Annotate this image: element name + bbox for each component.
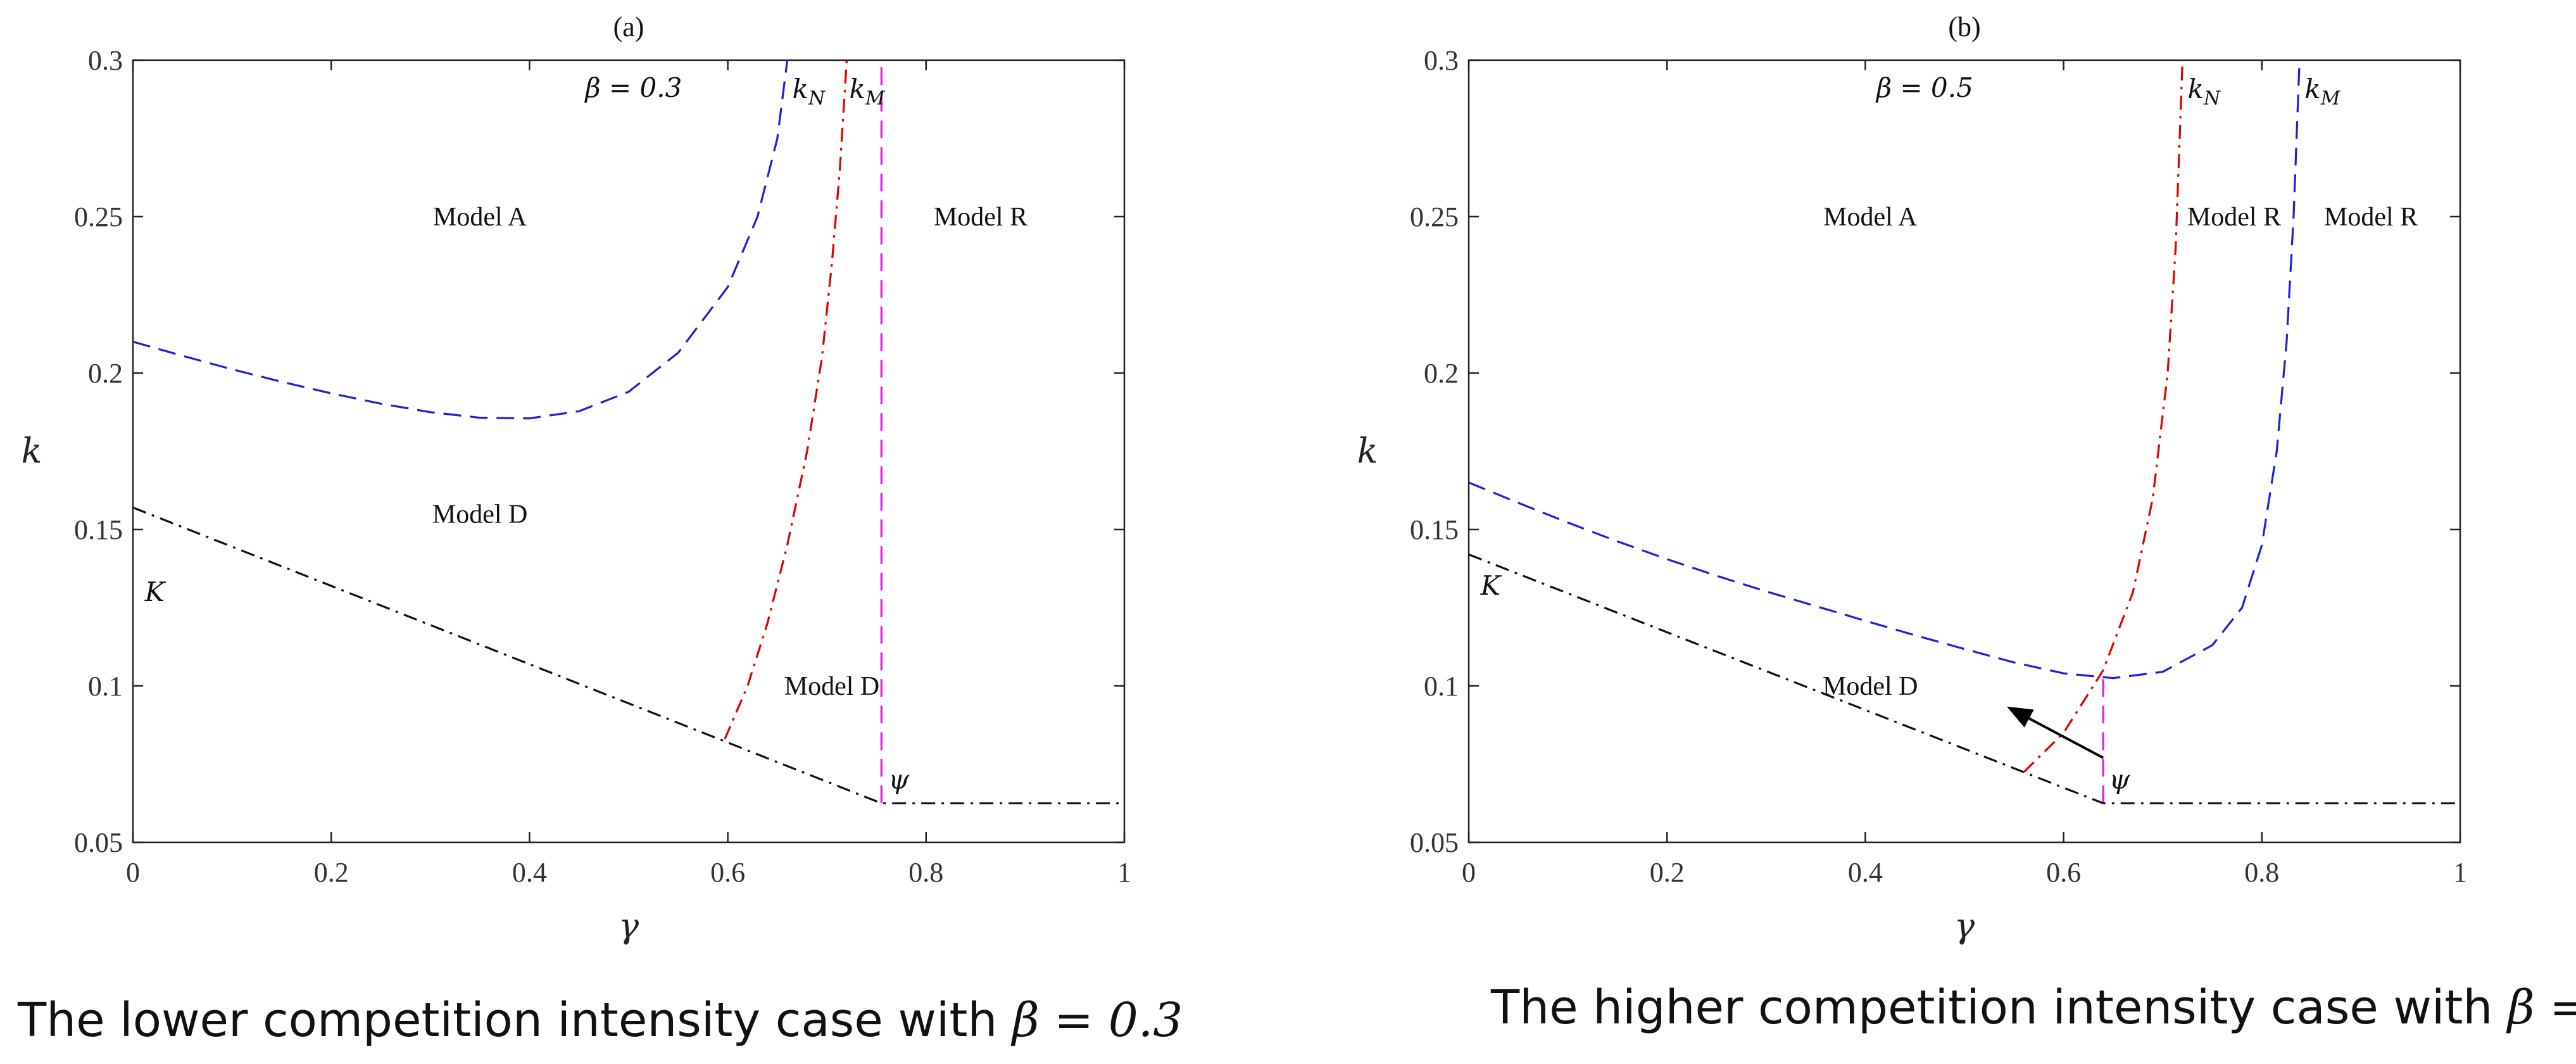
y-tick-label: 0.1	[1424, 671, 1459, 702]
x-tick-label: 0.2	[314, 857, 349, 888]
curve-label-kM: kM	[2304, 73, 2340, 110]
curve-label-main: k	[793, 73, 808, 104]
curve-label-sub: M	[865, 87, 886, 110]
curve-label-main: k	[2188, 73, 2204, 104]
annotation-model-d: Model D	[784, 672, 880, 701]
y-tick-label: 0.15	[74, 514, 123, 545]
caption-b-math: β = 0.5	[2507, 980, 2576, 1035]
curve-label-kN: kN	[793, 73, 826, 110]
panel-b: 0 0.2 0.4 0.6 0.8 1 0.05 0.1 0.15 0.2 0.25 0.3 γ k (b)…	[1357, 11, 2467, 946]
curve-label-kN: kN	[2188, 73, 2221, 110]
x-tick-label: 1	[1117, 857, 1131, 888]
y-tick-label: 0.05	[1410, 827, 1459, 858]
series-kN-line	[2023, 60, 2184, 773]
x-tick-label: 0	[1462, 857, 1476, 888]
annotation-k: K	[1480, 570, 1502, 601]
plot-frame	[1467, 59, 2461, 844]
x-tick-label: 0.6	[2046, 857, 2081, 888]
y-tick-label: 0.25	[1410, 201, 1459, 232]
annotation-model-r: Model R	[2324, 203, 2418, 232]
caption-a-text: The lower competition intensity case wit…	[18, 993, 1012, 1048]
curve-label-sub: N	[808, 87, 826, 110]
y-tick-label: 0.05	[74, 827, 123, 858]
direction-arrow	[2006, 706, 2104, 759]
curve-label-main: k	[2304, 73, 2320, 104]
series-kN-line	[724, 60, 848, 740]
y-axis-label: k	[22, 431, 42, 471]
annotation-ψ: ψ	[2109, 764, 2131, 795]
annotation-ψ: ψ	[888, 764, 910, 795]
curve-label-main: k	[850, 73, 865, 104]
caption-a: The lower competition intensity case wit…	[18, 993, 1183, 1048]
x-tick-label: 0.4	[1848, 857, 1883, 888]
x-tick-label: 0.6	[710, 857, 745, 888]
x-tick-label: 0.8	[2244, 857, 2279, 888]
annotation-model-d: Model D	[432, 500, 528, 529]
x-tick-label: 1	[2453, 857, 2467, 888]
y-tick-label: 0.2	[1424, 358, 1459, 389]
curve-label-sub: M	[2320, 87, 2341, 110]
series-K-line	[1468, 554, 2460, 804]
x-tick-label: 0.4	[512, 857, 547, 888]
annotation-model-d: Model D	[1823, 672, 1918, 701]
x-tick-label: 0.8	[908, 857, 943, 888]
annotation-model-r: Model R	[934, 203, 1027, 232]
annotation-model-r: Model R	[2187, 203, 2281, 232]
curve-label-sub: N	[2203, 87, 2221, 110]
curve-label-kM: kM	[850, 73, 886, 110]
x-tick-label: 0.2	[1650, 857, 1685, 888]
series-kM-line	[132, 60, 789, 420]
y-tick-label: 0.2	[88, 358, 123, 389]
annotation-model-a: Model A	[1823, 203, 1918, 232]
series-kM-line	[1468, 60, 2301, 680]
caption-b-text: The higher competition intensity case wi…	[1491, 980, 2508, 1035]
y-tick-label: 0.3	[88, 45, 123, 76]
y-axis-label: k	[1357, 431, 1378, 471]
x-tick-label: 0	[126, 857, 140, 888]
series-K-line	[132, 506, 1124, 804]
beta-label: β = 0.5	[1875, 72, 1973, 103]
annotation-model-a: Model A	[433, 203, 527, 232]
y-tick-label: 0.15	[1410, 514, 1459, 545]
annotation-k: K	[144, 576, 166, 607]
panel-a: 0 0.2 0.4 0.6 0.8 1 0.05 0.1 0.15 0.2 0.25 0.3 γ k (a)…	[22, 11, 1131, 946]
panel-title: (b)	[1948, 11, 1980, 42]
panel-title: (a)	[613, 11, 644, 42]
plot-frame	[132, 59, 1126, 844]
y-tick-label: 0.3	[1424, 45, 1459, 76]
caption-a-math: β = 0.3	[1012, 993, 1183, 1048]
x-axis-label: γ	[1954, 906, 1975, 946]
y-tick-label: 0.1	[88, 671, 123, 702]
y-tick-label: 0.25	[74, 201, 123, 232]
x-axis-label: γ	[619, 906, 639, 946]
beta-label: β = 0.3	[584, 72, 682, 103]
caption-b: The higher competition intensity case wi…	[1491, 980, 2576, 1035]
